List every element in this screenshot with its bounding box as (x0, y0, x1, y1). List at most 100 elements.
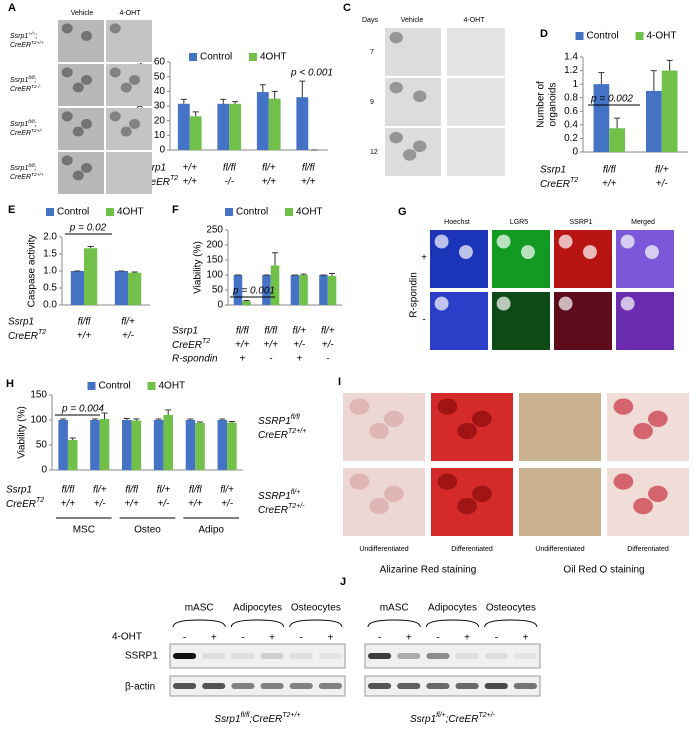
y-tick-label: 150 (30, 390, 47, 401)
row-value: +/+ (124, 499, 139, 510)
text-segment: +/+ (28, 31, 35, 37)
text-segment: Ssrp1 (10, 121, 28, 128)
lane-label: + (522, 633, 528, 644)
treatment-label: 4-OHT (112, 632, 142, 643)
text-segment: fl/+ (436, 712, 446, 719)
row-label: CreERT2+/- (10, 128, 43, 137)
row-label: CreERT2+/+ (10, 172, 44, 181)
row-value: +/- (656, 179, 669, 190)
row-value: + (239, 354, 245, 365)
text-segment: T2+/- (478, 712, 495, 719)
text-segment: CreER (540, 179, 570, 190)
legend-label: 4OHT (260, 52, 287, 63)
image-feature (620, 296, 635, 311)
error-bar (197, 421, 204, 423)
y-tick-label: 2.0 (43, 232, 57, 243)
bar (217, 103, 230, 150)
bar (262, 275, 271, 305)
error-bar (228, 421, 235, 423)
row-value: fl/+ (321, 326, 335, 337)
text-segment: Ssrp1 (10, 33, 28, 40)
column-header: Vehicle (71, 10, 94, 17)
bar (58, 420, 68, 470)
text-segment: fl/fl (291, 414, 300, 421)
row-label: 7 (370, 49, 374, 56)
error-bar (69, 437, 76, 440)
error-bar (87, 246, 94, 249)
y-tick-label: 1.4 (564, 52, 578, 63)
row-value: +/- (157, 499, 170, 510)
band (426, 653, 450, 659)
row-value: fl/+ (157, 485, 171, 496)
image-feature (384, 485, 404, 502)
image-feature (633, 422, 653, 440)
y-tick-label: 50 (154, 71, 166, 82)
image-feature (389, 131, 403, 144)
column-header: Differentiated (627, 546, 669, 553)
image-feature (648, 485, 668, 502)
band-label: SSRP1 (125, 651, 158, 662)
panel-label: F (172, 204, 179, 216)
column-header: Differentiated (451, 546, 493, 553)
micrograph (447, 78, 505, 126)
text-segment: fl/+ (291, 489, 301, 496)
text-segment: CreER (10, 86, 31, 93)
band (484, 653, 508, 659)
lane-label: + (211, 633, 217, 644)
image-feature (109, 23, 121, 34)
row-label: Ssrp1fl/fl; (10, 119, 37, 128)
bar (122, 420, 132, 470)
annotation: p = 0.001 (232, 286, 275, 297)
bar (99, 419, 110, 470)
legend-swatch (46, 208, 54, 216)
text-segment: T2+/+ (31, 40, 44, 46)
row-value: fl/fl (62, 485, 76, 496)
annotation: p = 0.02 (69, 223, 107, 234)
band (289, 683, 313, 689)
error-bar (598, 72, 605, 85)
image-feature (633, 497, 653, 515)
error-bar (300, 273, 307, 275)
y-tick-label: 0.5 (43, 283, 57, 294)
row-value: +/+ (264, 340, 279, 351)
y-tick-label: 0 (217, 300, 223, 311)
column-header: Hoechst (444, 219, 470, 226)
micrograph (447, 128, 505, 176)
image-feature (521, 245, 535, 259)
legend-label: Control (587, 31, 619, 42)
legend-label: Control (57, 207, 89, 218)
bracket (484, 619, 538, 628)
group-label: mASC (185, 603, 214, 614)
column-header: SSRP1 (570, 219, 593, 226)
image-feature (620, 234, 635, 249)
row-value: +/+ (235, 340, 250, 351)
image-feature (109, 111, 121, 122)
image-feature (120, 82, 132, 93)
row-value: fl/fl (223, 163, 237, 174)
image-feature (459, 245, 473, 259)
row-value: +/- (322, 340, 335, 351)
image-feature (457, 422, 477, 440)
y-axis-label: Caspase activity (27, 235, 38, 308)
text-segment: Ssrp1 (214, 714, 240, 725)
image-feature (81, 74, 93, 85)
error-bar (133, 418, 140, 421)
text-segment: T2 (170, 175, 178, 182)
y-tick-label: 1.5 (43, 249, 57, 260)
bar (153, 420, 164, 470)
row-label: CreERT2+/+ (10, 40, 44, 49)
image-feature (129, 74, 141, 85)
rows-title: R-spondin (409, 272, 420, 318)
legend-label: 4OHT (117, 207, 144, 218)
legend-label: 4-OHT (647, 31, 677, 42)
error-bar (650, 70, 657, 91)
y-tick-label: 150 (206, 255, 223, 266)
image-feature (81, 162, 93, 174)
row-label: Ssrp1 (172, 326, 198, 337)
bar (177, 103, 190, 150)
legend-swatch (635, 32, 644, 40)
bar (609, 128, 625, 152)
text-segment: T2+/+ (282, 712, 300, 719)
staining-label: Oil Red O staining (563, 565, 644, 576)
y-tick-label: 1 (572, 79, 578, 90)
